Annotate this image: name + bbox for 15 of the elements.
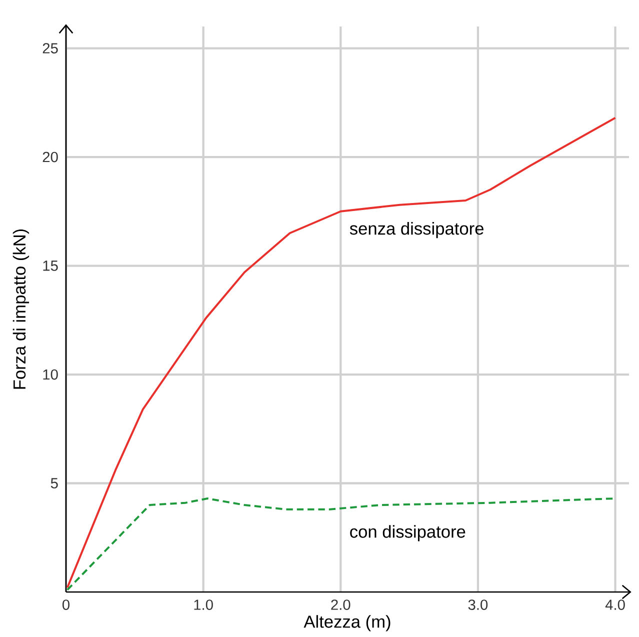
- x-tick-label: 1.0: [194, 600, 213, 610]
- line-series: [66, 116, 616, 589]
- x-axis-title: Altezza (m): [304, 615, 390, 632]
- x-tick-label: 2.0: [331, 600, 350, 610]
- y-tick-label: 10: [43, 369, 58, 380]
- x-tick-label: 4.0: [605, 600, 625, 610]
- y-tick-label: 5: [50, 478, 58, 488]
- y-tick-label: 15: [43, 260, 58, 271]
- series-label: con dissipatore: [350, 525, 466, 542]
- y-axis-title: Forza di impatto (kN): [12, 229, 30, 389]
- y-tick-label: 25: [42, 43, 58, 54]
- y-tick-label: 20: [42, 152, 58, 162]
- series-label: senza dissipatore: [350, 222, 484, 238]
- x-tick-label: 3.0: [468, 600, 488, 610]
- x-tick-label: 0: [62, 600, 70, 610]
